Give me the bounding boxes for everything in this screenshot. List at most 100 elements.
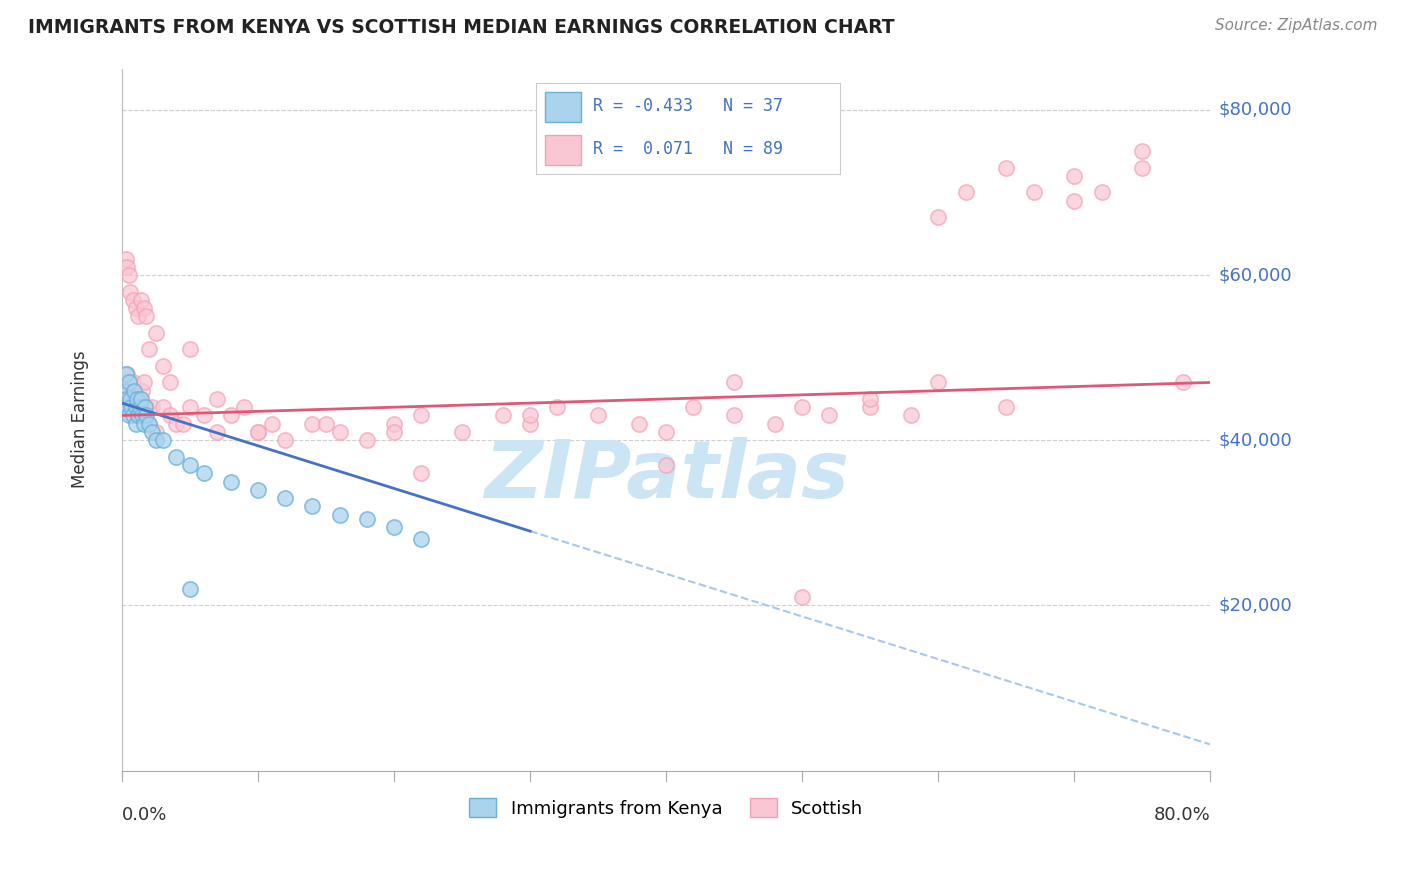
Legend: Immigrants from Kenya, Scottish: Immigrants from Kenya, Scottish	[463, 791, 870, 825]
Text: 0.0%: 0.0%	[122, 805, 167, 824]
Point	[179, 582, 201, 596]
Point	[134, 401, 156, 415]
Point	[356, 512, 378, 526]
Point	[145, 425, 167, 439]
Point	[134, 409, 156, 423]
Point	[145, 434, 167, 448]
Point	[152, 359, 174, 373]
Point	[118, 376, 141, 390]
Point	[682, 401, 704, 415]
Text: Median Earnings: Median Earnings	[72, 351, 89, 489]
Point	[141, 401, 163, 415]
Point	[411, 533, 433, 547]
Point	[1173, 376, 1195, 390]
Point	[1132, 144, 1154, 158]
Point	[1063, 194, 1085, 208]
Point	[128, 392, 150, 406]
Point	[124, 401, 146, 415]
Point	[655, 425, 678, 439]
Point	[519, 409, 541, 423]
Point	[205, 392, 228, 406]
Point	[818, 409, 841, 423]
Point	[172, 417, 194, 431]
Point	[356, 434, 378, 448]
Point	[382, 520, 405, 534]
Point	[655, 458, 678, 472]
Point	[114, 384, 136, 398]
Point	[219, 475, 242, 489]
Point	[451, 425, 474, 439]
Point	[723, 409, 745, 423]
Text: $80,000: $80,000	[1219, 101, 1292, 119]
Point	[792, 591, 814, 605]
Point	[121, 293, 143, 307]
Point	[519, 417, 541, 431]
Point	[301, 500, 323, 514]
Point	[127, 401, 149, 415]
Point	[122, 384, 145, 398]
Point	[179, 401, 201, 415]
Point	[118, 268, 141, 282]
Text: IMMIGRANTS FROM KENYA VS SCOTTISH MEDIAN EARNINGS CORRELATION CHART: IMMIGRANTS FROM KENYA VS SCOTTISH MEDIAN…	[28, 18, 894, 37]
Point	[246, 483, 269, 497]
Point	[546, 401, 568, 415]
Point	[859, 401, 882, 415]
Point	[124, 417, 146, 431]
Point	[193, 467, 215, 481]
Point	[120, 285, 142, 299]
Point	[859, 392, 882, 406]
Point	[159, 409, 181, 423]
Point	[115, 367, 138, 381]
Point	[1063, 169, 1085, 183]
Point	[115, 252, 138, 266]
Point	[152, 401, 174, 415]
Point	[792, 401, 814, 415]
Point	[138, 343, 160, 357]
Point	[382, 425, 405, 439]
Point	[145, 326, 167, 340]
Point	[138, 417, 160, 431]
Point	[205, 425, 228, 439]
Point	[132, 301, 155, 315]
Text: Source: ZipAtlas.com: Source: ZipAtlas.com	[1215, 18, 1378, 33]
Point	[112, 376, 135, 390]
Point	[260, 417, 283, 431]
Point	[138, 417, 160, 431]
Point	[129, 293, 152, 307]
Point	[315, 417, 337, 431]
Point	[492, 409, 515, 423]
Point	[117, 367, 139, 381]
Text: 80.0%: 80.0%	[1154, 805, 1211, 824]
Point	[411, 409, 433, 423]
Point	[127, 409, 149, 423]
Point	[135, 310, 157, 324]
Point	[117, 401, 139, 415]
Point	[124, 301, 146, 315]
Text: $20,000: $20,000	[1219, 597, 1292, 615]
Point	[763, 417, 786, 431]
Point	[219, 409, 242, 423]
Point	[586, 409, 609, 423]
Text: $40,000: $40,000	[1219, 431, 1292, 450]
Point	[128, 401, 150, 415]
Point	[121, 376, 143, 390]
Point	[274, 491, 297, 505]
Point	[127, 310, 149, 324]
Point	[120, 401, 142, 415]
Text: $60,000: $60,000	[1219, 266, 1292, 284]
Point	[131, 409, 153, 423]
Point	[723, 376, 745, 390]
Point	[132, 417, 155, 431]
Point	[117, 260, 139, 274]
Point	[118, 384, 141, 398]
Point	[179, 458, 201, 472]
Point	[165, 450, 187, 464]
Point	[301, 417, 323, 431]
Point	[115, 392, 138, 406]
Point	[165, 417, 187, 431]
Point	[233, 401, 256, 415]
Point	[118, 409, 141, 423]
Point	[159, 376, 181, 390]
Point	[115, 392, 138, 406]
Point	[120, 392, 142, 406]
